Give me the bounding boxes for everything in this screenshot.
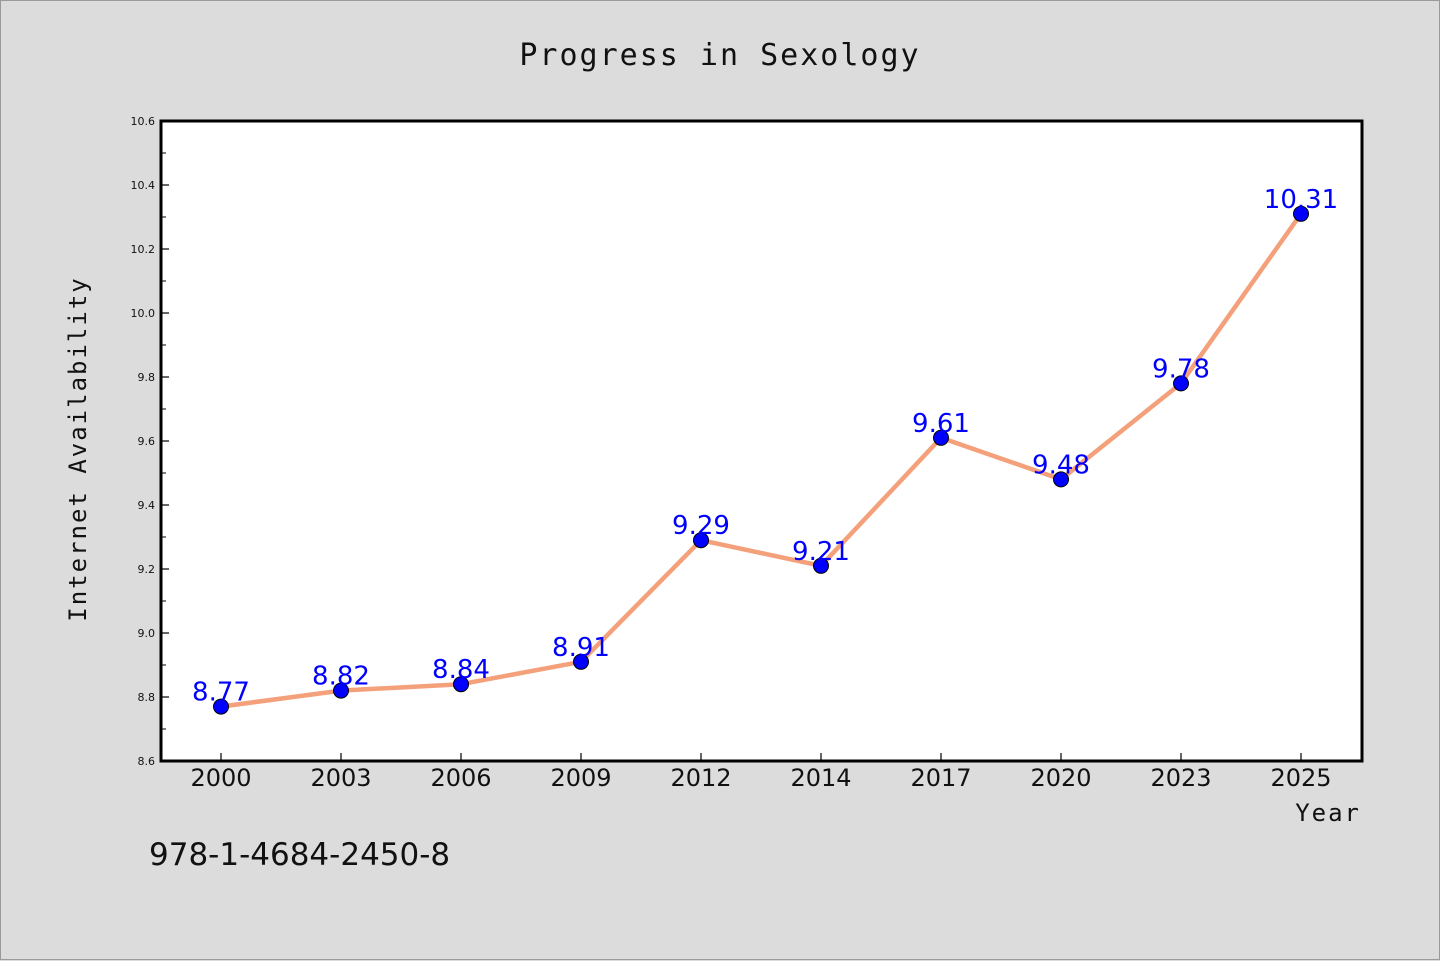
data-point — [453, 676, 469, 693]
y-tick-label: 10.2 — [131, 243, 156, 256]
series-polyline — [218, 211, 1304, 709]
data-point — [1293, 205, 1309, 222]
data-label: 8.82 — [312, 662, 370, 692]
y-axis-title: Internet Availability — [64, 276, 92, 621]
data-label: 9.61 — [912, 409, 970, 439]
data-label: 9.21 — [792, 537, 850, 567]
x-axis: 2000 2003 2006 2009 2012 2014 2017 2020 2023 2025 — [190, 753, 1332, 792]
x-tick-label: 2003 — [310, 764, 371, 792]
x-tick-label: 2006 — [430, 764, 491, 792]
x-tick-label: 2017 — [910, 764, 971, 792]
isbn-annotation: 978-1-4684-2450-8 — [149, 837, 450, 873]
y-tick-label: 10.4 — [131, 179, 156, 192]
data-point — [933, 429, 949, 446]
y-tick-label: 9.4 — [138, 499, 156, 512]
x-tick-label: 2009 — [550, 764, 611, 792]
data-point — [1053, 471, 1069, 488]
y-tick-label: 9.0 — [138, 627, 156, 640]
data-point — [213, 698, 229, 715]
y-tick-label: 10.6 — [131, 115, 156, 128]
data-point — [573, 653, 589, 670]
data-labels: 8.77 8.82 8.84 8.91 9.29 9.21 9.61 9.48 9.78 10.3… — [192, 185, 1338, 708]
data-label: 9.29 — [672, 511, 730, 541]
data-label: 8.91 — [552, 633, 610, 663]
y-tick-label: 8.6 — [138, 755, 156, 768]
y-tick-label: 10.0 — [131, 307, 156, 320]
x-tick-label: 2023 — [1150, 764, 1211, 792]
x-axis-title: Year — [1295, 799, 1361, 827]
data-label: 9.48 — [1032, 450, 1090, 480]
y-tick-label: 8.8 — [138, 691, 156, 704]
series-line — [218, 211, 1304, 709]
y-tick-label: 9.2 — [138, 563, 156, 576]
chart-title: Progress in Sexology — [519, 38, 920, 73]
x-tick-label: 2012 — [670, 764, 731, 792]
x-tick-label: 2000 — [190, 764, 251, 792]
x-tick-label: 2014 — [790, 764, 851, 792]
data-label: 8.84 — [432, 655, 490, 685]
data-label: 8.77 — [192, 678, 250, 708]
data-label: 9.78 — [1152, 354, 1210, 384]
data-point — [1173, 375, 1189, 392]
y-tick-label: 9.8 — [138, 371, 156, 384]
y-tick-label: 9.6 — [138, 435, 156, 448]
data-points — [213, 205, 1309, 715]
data-label: 10.31 — [1264, 185, 1338, 215]
y-axis: 8.6 8.8 9.0 9.2 9.4 9.6 9.8 10.0 10.2 10.4 10.6 — [131, 115, 169, 768]
plot-area — [159, 119, 1364, 763]
data-point — [813, 557, 829, 574]
data-point — [693, 532, 709, 549]
x-tick-label: 2025 — [1270, 764, 1331, 792]
data-point — [333, 682, 349, 699]
x-tick-label: 2020 — [1030, 764, 1091, 792]
